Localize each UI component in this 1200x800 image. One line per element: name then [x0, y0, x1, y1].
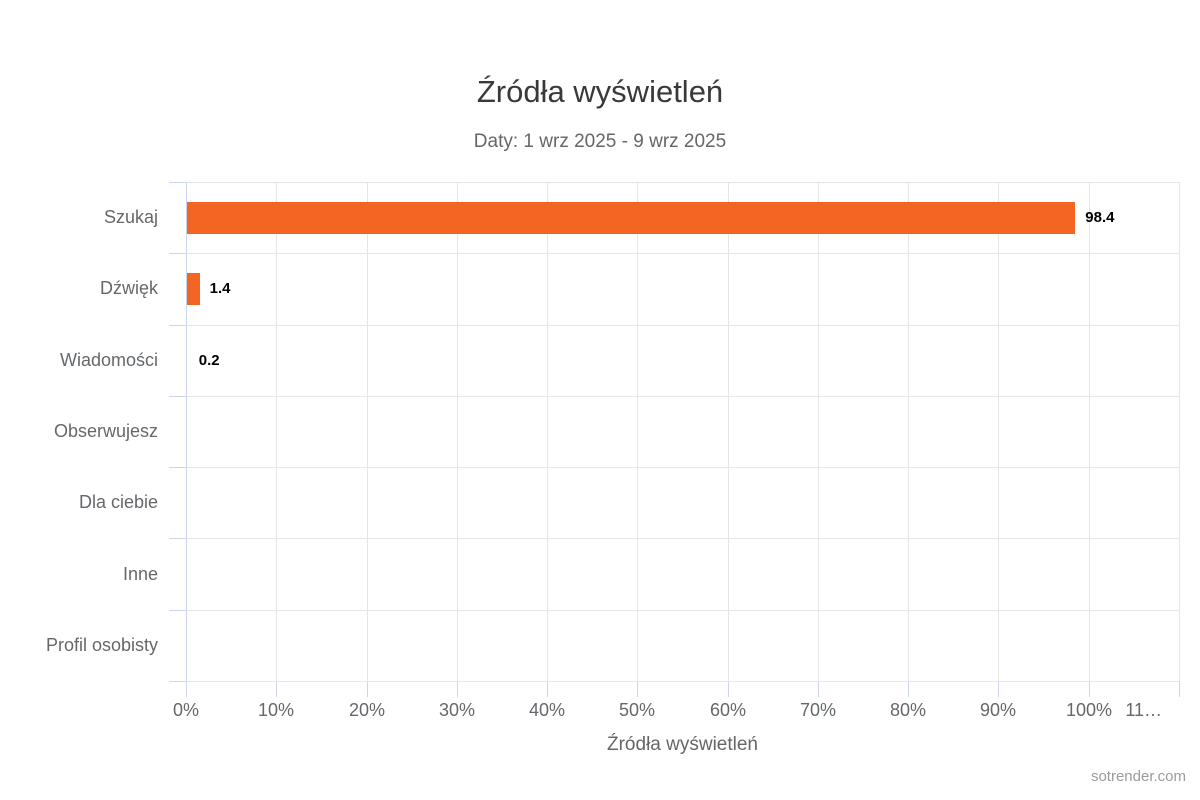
x-axis-tick	[457, 681, 458, 697]
x-tick-label: 10%	[257, 700, 295, 720]
vertical-gridline	[728, 182, 729, 681]
category-label: Szukaj	[103, 207, 158, 228]
horizontal-gridline	[186, 681, 1179, 682]
x-tick-label: 90%	[979, 700, 1017, 720]
bar-value-label: 0.2	[198, 351, 220, 369]
y-axis-tick	[169, 325, 186, 326]
y-axis-tick	[169, 681, 186, 682]
vertical-gridline	[276, 182, 277, 681]
vertical-gridline	[367, 182, 368, 681]
x-tick-label: 11…	[1125, 700, 1162, 720]
horizontal-gridline	[186, 182, 1179, 183]
horizontal-gridline	[186, 396, 1179, 397]
x-tick-label: 60%	[709, 700, 747, 720]
vertical-gridline	[457, 182, 458, 681]
bar-value-label: 98.4	[1085, 209, 1115, 227]
horizontal-gridline	[186, 538, 1179, 539]
horizontal-gridline	[186, 253, 1179, 254]
category-label: Inne	[122, 563, 158, 584]
bar[interactable]	[187, 272, 200, 305]
vertical-gridline	[637, 182, 638, 681]
category-label: Obserwujesz	[53, 420, 158, 441]
x-axis-tick	[367, 681, 368, 697]
x-axis-tick	[276, 681, 277, 697]
y-axis-tick	[169, 610, 186, 611]
credits-link[interactable]: sotrender.com	[1090, 768, 1186, 785]
y-axis-tick	[169, 182, 186, 183]
bar-value-label: 1.4	[209, 280, 231, 298]
category-label: Dla ciebie	[78, 492, 158, 513]
x-tick-label: 70%	[799, 700, 837, 720]
x-axis-tick	[818, 681, 819, 697]
x-axis-tick	[728, 681, 729, 697]
vertical-gridline	[998, 182, 999, 681]
category-label: Wiadomości	[59, 349, 158, 370]
x-axis-tick	[186, 681, 187, 697]
x-tick-label: 40%	[528, 700, 566, 720]
y-axis-line	[186, 182, 187, 681]
vertical-gridline	[818, 182, 819, 681]
x-axis-tick	[637, 681, 638, 697]
x-axis-tick	[908, 681, 909, 697]
chart-title: Źródła wyświetleń	[476, 74, 724, 109]
vertical-gridline	[1179, 182, 1180, 681]
y-axis-tick	[169, 253, 186, 254]
chart-subtitle: Daty: 1 wrz 2025 - 9 wrz 2025	[473, 131, 727, 152]
x-tick-label: 30%	[438, 700, 476, 720]
x-axis-tick	[1089, 681, 1090, 697]
x-axis-tick	[998, 681, 999, 697]
plot-area: 0% 10% 20% 30% 40% 50% 60% 70% 80% 90% 100% 11… Szuk…	[46, 182, 1180, 720]
x-axis-title: Źródła wyświetleń	[607, 734, 758, 755]
y-axis-tick	[169, 396, 186, 397]
vertical-gridline	[908, 182, 909, 681]
horizontal-gridline	[186, 325, 1179, 326]
x-tick-label: 0%	[172, 700, 200, 720]
x-tick-label: 80%	[889, 700, 927, 720]
horizontal-gridline	[186, 610, 1179, 611]
x-axis-tick	[1179, 681, 1180, 697]
x-tick-label: 50%	[618, 700, 656, 720]
x-axis-tick	[547, 681, 548, 697]
x-tick-label: 20%	[348, 700, 386, 720]
vertical-gridline	[547, 182, 548, 681]
y-axis-tick	[169, 467, 186, 468]
bar[interactable]	[187, 201, 1075, 234]
category-label: Dźwięk	[99, 278, 158, 299]
y-axis-tick	[169, 538, 186, 539]
x-tick-label: 100%	[1065, 700, 1113, 720]
category-label: Profil osobisty	[45, 634, 158, 655]
vertical-gridline	[1089, 182, 1090, 681]
horizontal-gridline	[186, 467, 1179, 468]
